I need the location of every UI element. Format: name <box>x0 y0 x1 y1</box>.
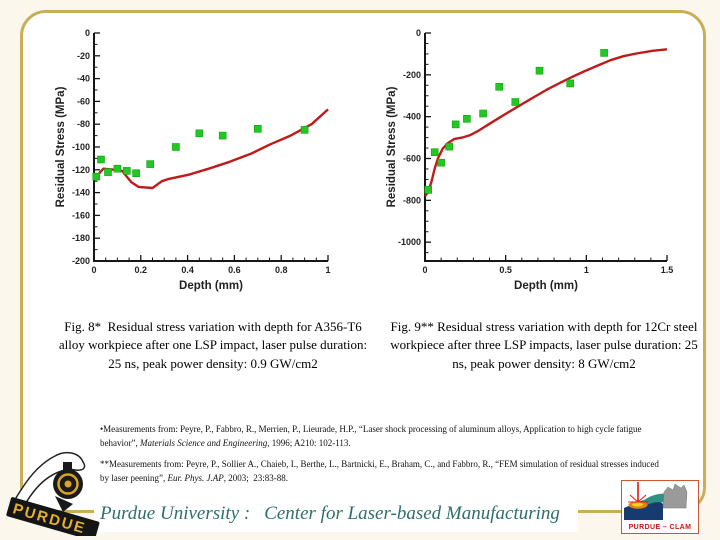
x-axis-title: Depth (mm) <box>514 280 578 292</box>
x-tick-label: 1.5 <box>661 265 674 275</box>
footnote-1-tail: , 1996; A210: 102-113. <box>267 437 351 448</box>
chart-fig8-residual-stress: 0 0.2 0.4 0.6 0.8 1 0 -20 -40 -60 -80 -100 -120 -140 -… <box>52 13 344 301</box>
x-tick-label: 0.4 <box>181 265 194 275</box>
y-tick-label: -20 <box>77 51 90 61</box>
y-tick-label: -60 <box>77 96 90 106</box>
footnote-2-text: **Measurements from: Peyre, P., Sollier … <box>100 459 662 483</box>
footnote-1-journal: Materials Science and Engineering <box>139 437 268 448</box>
x-tick-label: 0 <box>422 265 427 275</box>
clam-laser-beam-icon <box>628 482 648 503</box>
y-tick-label: -160 <box>72 210 90 220</box>
x-axis-title: Depth (mm) <box>179 280 243 292</box>
clam-workpiece-icon <box>624 497 663 520</box>
measurement-points <box>424 49 608 194</box>
purdue-banner-bg <box>6 497 100 536</box>
footnote-1-text: •Measurements from: Peyre, P., Fabbro, R… <box>100 424 644 448</box>
y-tick-label: 0 <box>85 28 90 38</box>
footer-banner: Purdue University : Center for Laser-bas… <box>94 496 578 532</box>
footnote-reference-1: •Measurements from: Peyre, P., Fabbro, R… <box>100 423 662 450</box>
caption-fig9: Fig. 9** Residual stress variation with … <box>390 319 701 371</box>
y-tick-label: -800 <box>403 195 421 205</box>
y-axis-title: Residual Stress (MPa) <box>386 86 398 207</box>
chart-fig9-residual-stress: 0 0.5 1 1.5 0 -200 -400 -600 -800 -1000 Depth (mm)… <box>383 13 683 301</box>
y-tick-label: -200 <box>403 70 421 80</box>
simulation-line <box>93 108 329 190</box>
train-boiler-hub-icon <box>64 480 72 488</box>
footnote-2-journal: Eur. Phys. J.AP <box>167 472 224 483</box>
footer-university-name: Purdue University : <box>100 503 251 524</box>
purdue-boilermaker-train-logo-icon: PURDUE <box>6 451 100 536</box>
y-tick-label: 0 <box>416 28 421 38</box>
x-tick-label: 0 <box>91 265 96 275</box>
purdue-clam-logo-icon: PURDUE – CLAM <box>621 480 699 534</box>
y-tick-label: -400 <box>403 112 421 122</box>
footer-center-name: Center for Laser-based Manufacturing <box>264 503 560 524</box>
y-tick-label: -180 <box>72 233 90 243</box>
chart-plot-svg: 0 0.5 1 1.5 0 -200 -400 -600 -800 -1000 Depth (mm)… <box>386 28 674 292</box>
y-tick-label: -600 <box>403 154 421 164</box>
measurement-points <box>92 125 309 181</box>
train-cowcatcher-icon <box>55 496 73 512</box>
caption-fig8: Fig. 8* Residual stress variation with d… <box>58 319 371 371</box>
x-tick-label: 1 <box>584 265 589 275</box>
x-tick-label: 0.8 <box>275 265 288 275</box>
x-tick-label: 1 <box>325 265 330 275</box>
footnote-reference-2: **Measurements from: Peyre, P., Sollier … <box>100 458 662 485</box>
y-axis-title: Residual Stress (MPa) <box>55 86 67 207</box>
x-tick-label: 0.2 <box>135 265 148 275</box>
y-tick-label: -140 <box>72 188 90 198</box>
y-tick-label: -80 <box>77 119 90 129</box>
simulation-line <box>424 48 668 197</box>
y-tick-label: -100 <box>72 142 90 152</box>
purdue-banner-text: PURDUE <box>11 500 88 536</box>
y-tick-label: -40 <box>77 74 90 84</box>
y-tick-label: -200 <box>72 256 90 266</box>
train-boiler-ring-icon <box>57 473 79 495</box>
clam-rock-icon <box>662 483 688 509</box>
footnote-2-tail: , 2003; 23:83-88. <box>223 472 288 483</box>
train-smokestack-icon <box>63 462 72 474</box>
clam-melt-core-icon <box>632 502 643 507</box>
chart-plot-svg: 0 0.2 0.4 0.6 0.8 1 0 -20 -40 -60 -80 -100 -120 -140 -… <box>55 28 331 292</box>
purdue-banner: PURDUE <box>6 497 100 536</box>
x-tick-label: 0.5 <box>499 265 512 275</box>
y-tick-label: -120 <box>72 165 90 175</box>
clam-logo-text: PURDUE – CLAM <box>629 524 692 531</box>
y-tick-label: -1000 <box>398 237 421 247</box>
x-tick-label: 0.6 <box>228 265 241 275</box>
